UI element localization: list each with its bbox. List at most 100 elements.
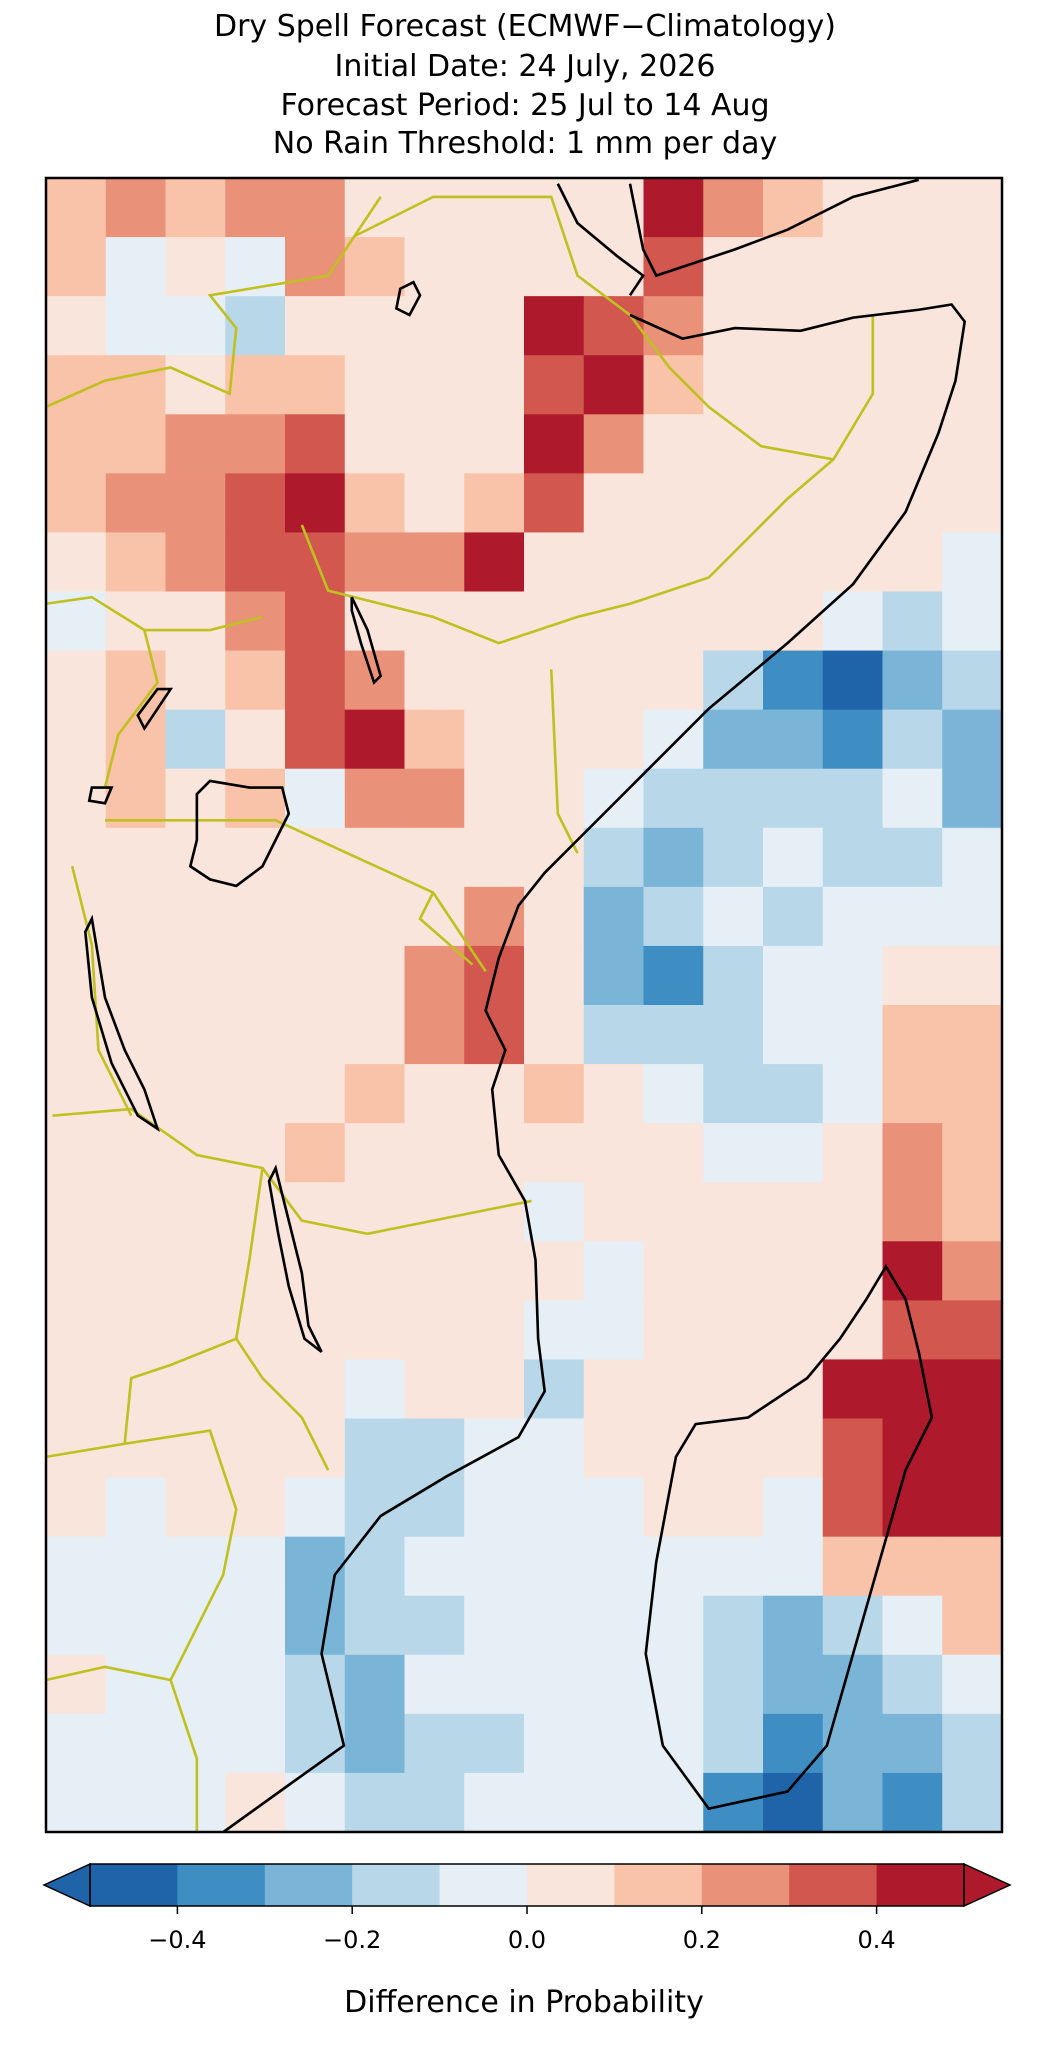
cell bbox=[583, 1123, 644, 1183]
cell bbox=[404, 1182, 465, 1242]
cell bbox=[703, 473, 764, 533]
cell bbox=[882, 1654, 943, 1715]
cell bbox=[524, 886, 585, 947]
cell bbox=[822, 237, 883, 297]
cell bbox=[583, 1654, 644, 1715]
colorbar-bin bbox=[90, 1864, 178, 1906]
cell bbox=[942, 1654, 1003, 1715]
cell bbox=[46, 886, 107, 947]
cell bbox=[46, 1241, 107, 1301]
cell bbox=[763, 768, 824, 829]
cell bbox=[882, 1536, 943, 1597]
cell bbox=[942, 355, 1003, 415]
cell bbox=[822, 1300, 883, 1360]
cell bbox=[882, 1359, 943, 1419]
cell bbox=[822, 827, 883, 888]
cell bbox=[344, 1654, 405, 1715]
cell bbox=[404, 1418, 465, 1479]
cell bbox=[464, 1654, 525, 1715]
cell bbox=[703, 827, 764, 888]
cell bbox=[344, 414, 405, 474]
chart-title: Dry Spell Forecast (ECMWF−Climatology) bbox=[214, 9, 836, 44]
cell bbox=[524, 1300, 585, 1360]
cell bbox=[882, 473, 943, 533]
cell bbox=[643, 178, 704, 238]
cell bbox=[643, 237, 704, 297]
cell bbox=[344, 1300, 405, 1360]
cell bbox=[643, 1123, 704, 1183]
colorbar-extend bbox=[42, 1862, 91, 1908]
cell bbox=[703, 1182, 764, 1242]
cell bbox=[763, 1418, 824, 1479]
cell bbox=[225, 1713, 286, 1774]
cell bbox=[524, 768, 585, 829]
cell bbox=[763, 355, 824, 415]
cell bbox=[822, 650, 883, 711]
cell bbox=[165, 1241, 226, 1301]
cell bbox=[464, 296, 525, 356]
cell bbox=[703, 296, 764, 356]
cell bbox=[524, 1418, 585, 1479]
colorbar-bin bbox=[876, 1864, 965, 1906]
cell bbox=[285, 355, 346, 415]
cell bbox=[285, 1005, 346, 1065]
cell bbox=[46, 1123, 107, 1183]
cell bbox=[942, 414, 1003, 474]
cell bbox=[583, 827, 644, 888]
cell bbox=[583, 1300, 644, 1360]
cell bbox=[464, 237, 525, 297]
border bbox=[45, 195, 875, 1833]
cell bbox=[703, 1123, 764, 1183]
colorbar-bin bbox=[439, 1864, 528, 1906]
cell bbox=[464, 1713, 525, 1774]
colorbar-extend bbox=[963, 1862, 1012, 1908]
cell bbox=[703, 178, 764, 238]
cell bbox=[46, 1182, 107, 1242]
cell bbox=[942, 945, 1003, 1006]
cell bbox=[882, 1005, 943, 1065]
cell bbox=[404, 1772, 465, 1833]
cell bbox=[882, 1064, 943, 1124]
cell bbox=[703, 1300, 764, 1360]
cell bbox=[583, 355, 644, 415]
cell bbox=[822, 1418, 883, 1479]
cell bbox=[105, 1477, 166, 1538]
cell bbox=[404, 1536, 465, 1597]
cell bbox=[882, 1123, 943, 1183]
cell bbox=[285, 1772, 346, 1833]
cell bbox=[464, 1595, 525, 1656]
cell bbox=[763, 1713, 824, 1774]
cell bbox=[822, 709, 883, 770]
cell bbox=[225, 886, 286, 947]
cell bbox=[344, 1005, 405, 1065]
cell bbox=[822, 1713, 883, 1774]
cell bbox=[285, 1064, 346, 1124]
cell bbox=[285, 768, 346, 829]
cell bbox=[882, 1182, 943, 1242]
cell bbox=[46, 178, 107, 238]
cell bbox=[105, 1005, 166, 1065]
cell bbox=[763, 827, 824, 888]
cell bbox=[165, 355, 226, 415]
cell bbox=[464, 532, 525, 592]
cell bbox=[763, 1595, 824, 1656]
cell bbox=[763, 532, 824, 592]
cell bbox=[225, 709, 286, 770]
cell bbox=[285, 1536, 346, 1597]
cell bbox=[942, 1123, 1003, 1183]
cell bbox=[763, 414, 824, 474]
cell bbox=[165, 709, 226, 770]
cell bbox=[942, 1300, 1003, 1360]
cell bbox=[822, 1595, 883, 1656]
cell bbox=[822, 1772, 883, 1833]
cell bbox=[882, 827, 943, 888]
cell bbox=[165, 591, 226, 652]
cell bbox=[524, 296, 585, 356]
chart-subtitle: Initial Date: 24 July, 2026 bbox=[335, 49, 716, 84]
cell bbox=[583, 1005, 644, 1065]
cell bbox=[165, 650, 226, 711]
cell bbox=[942, 709, 1003, 770]
cell bbox=[344, 1713, 405, 1774]
